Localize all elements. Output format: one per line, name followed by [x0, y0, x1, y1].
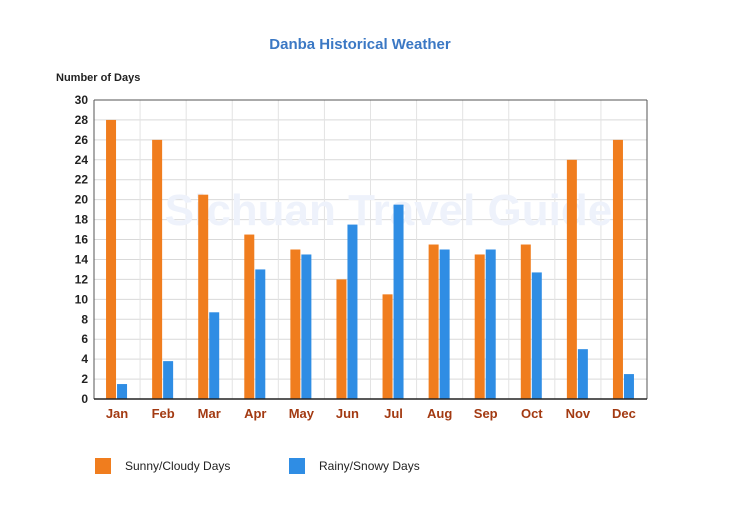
- y-tick-label: 2: [81, 372, 88, 386]
- legend-label-rainy: Rainy/Snowy Days: [319, 459, 420, 473]
- bar-sunny: [244, 234, 255, 399]
- bar-sunny: [290, 249, 301, 399]
- y-tick-label: 18: [75, 213, 89, 227]
- bar-rainy: [347, 224, 358, 399]
- bar-sunny: [612, 139, 623, 399]
- watermark-text: Sichuan Travel Guide: [165, 186, 612, 235]
- bar-rainy: [531, 272, 542, 399]
- y-tick-label: 10: [75, 292, 89, 306]
- bar-sunny: [520, 244, 531, 399]
- bar-sunny: [382, 294, 393, 399]
- y-tick-label: 20: [75, 193, 89, 207]
- x-tick-label: May: [289, 406, 315, 421]
- bar-sunny: [152, 139, 163, 399]
- y-tick-label: 12: [75, 272, 89, 286]
- x-tick-label: Jun: [336, 406, 359, 421]
- y-tick-label: 22: [75, 173, 89, 187]
- x-tick-label: Feb: [152, 406, 175, 421]
- legend-swatch-rainy: [289, 458, 305, 474]
- bar-rainy: [485, 249, 496, 399]
- bar-rainy: [393, 204, 404, 399]
- y-tick-label: 6: [81, 332, 88, 346]
- legend-item-sunny: Sunny/Cloudy Days: [95, 458, 230, 474]
- x-tick-label: Mar: [198, 406, 221, 421]
- bar-sunny: [106, 119, 117, 399]
- y-tick-label: 28: [75, 113, 89, 127]
- y-tick-label: 26: [75, 133, 89, 147]
- bar-rainy: [163, 361, 174, 399]
- bar-rainy: [117, 384, 128, 399]
- x-tick-label: Nov: [566, 406, 591, 421]
- bar-rainy: [209, 312, 220, 399]
- y-tick-label: 16: [75, 233, 89, 247]
- bar-rainy: [439, 249, 450, 399]
- x-tick-label: Apr: [244, 406, 266, 421]
- x-tick-label: Jul: [384, 406, 403, 421]
- y-axis-title: Number of Days: [56, 72, 141, 84]
- legend-label-sunny: Sunny/Cloudy Days: [125, 459, 231, 473]
- x-tick-label: Aug: [427, 406, 452, 421]
- bar-sunny: [198, 194, 209, 399]
- y-tick-label: 14: [75, 252, 89, 266]
- y-tick-label: 0: [81, 392, 88, 406]
- bar-rainy: [577, 349, 588, 399]
- bar-rainy: [255, 269, 266, 399]
- x-tick-label: Oct: [521, 406, 543, 421]
- bar-sunny: [474, 254, 485, 399]
- y-tick-label: 30: [75, 93, 89, 107]
- bar-rainy: [623, 374, 634, 399]
- legend-item-rainy: Rainy/Snowy Days: [289, 458, 420, 474]
- legend-swatch-sunny: [95, 458, 111, 474]
- chart-title: Danba Historical Weather: [269, 36, 451, 53]
- y-tick-label: 8: [81, 312, 88, 326]
- y-tick-label: 4: [81, 352, 88, 366]
- y-tick-label: 24: [75, 153, 89, 167]
- x-tick-label: Dec: [612, 406, 636, 421]
- x-tick-label: Sep: [474, 406, 498, 421]
- bar-sunny: [428, 244, 439, 399]
- bar-sunny: [336, 279, 347, 399]
- x-tick-label: Jan: [106, 406, 128, 421]
- bar-sunny: [566, 159, 577, 399]
- bar-rainy: [301, 254, 312, 399]
